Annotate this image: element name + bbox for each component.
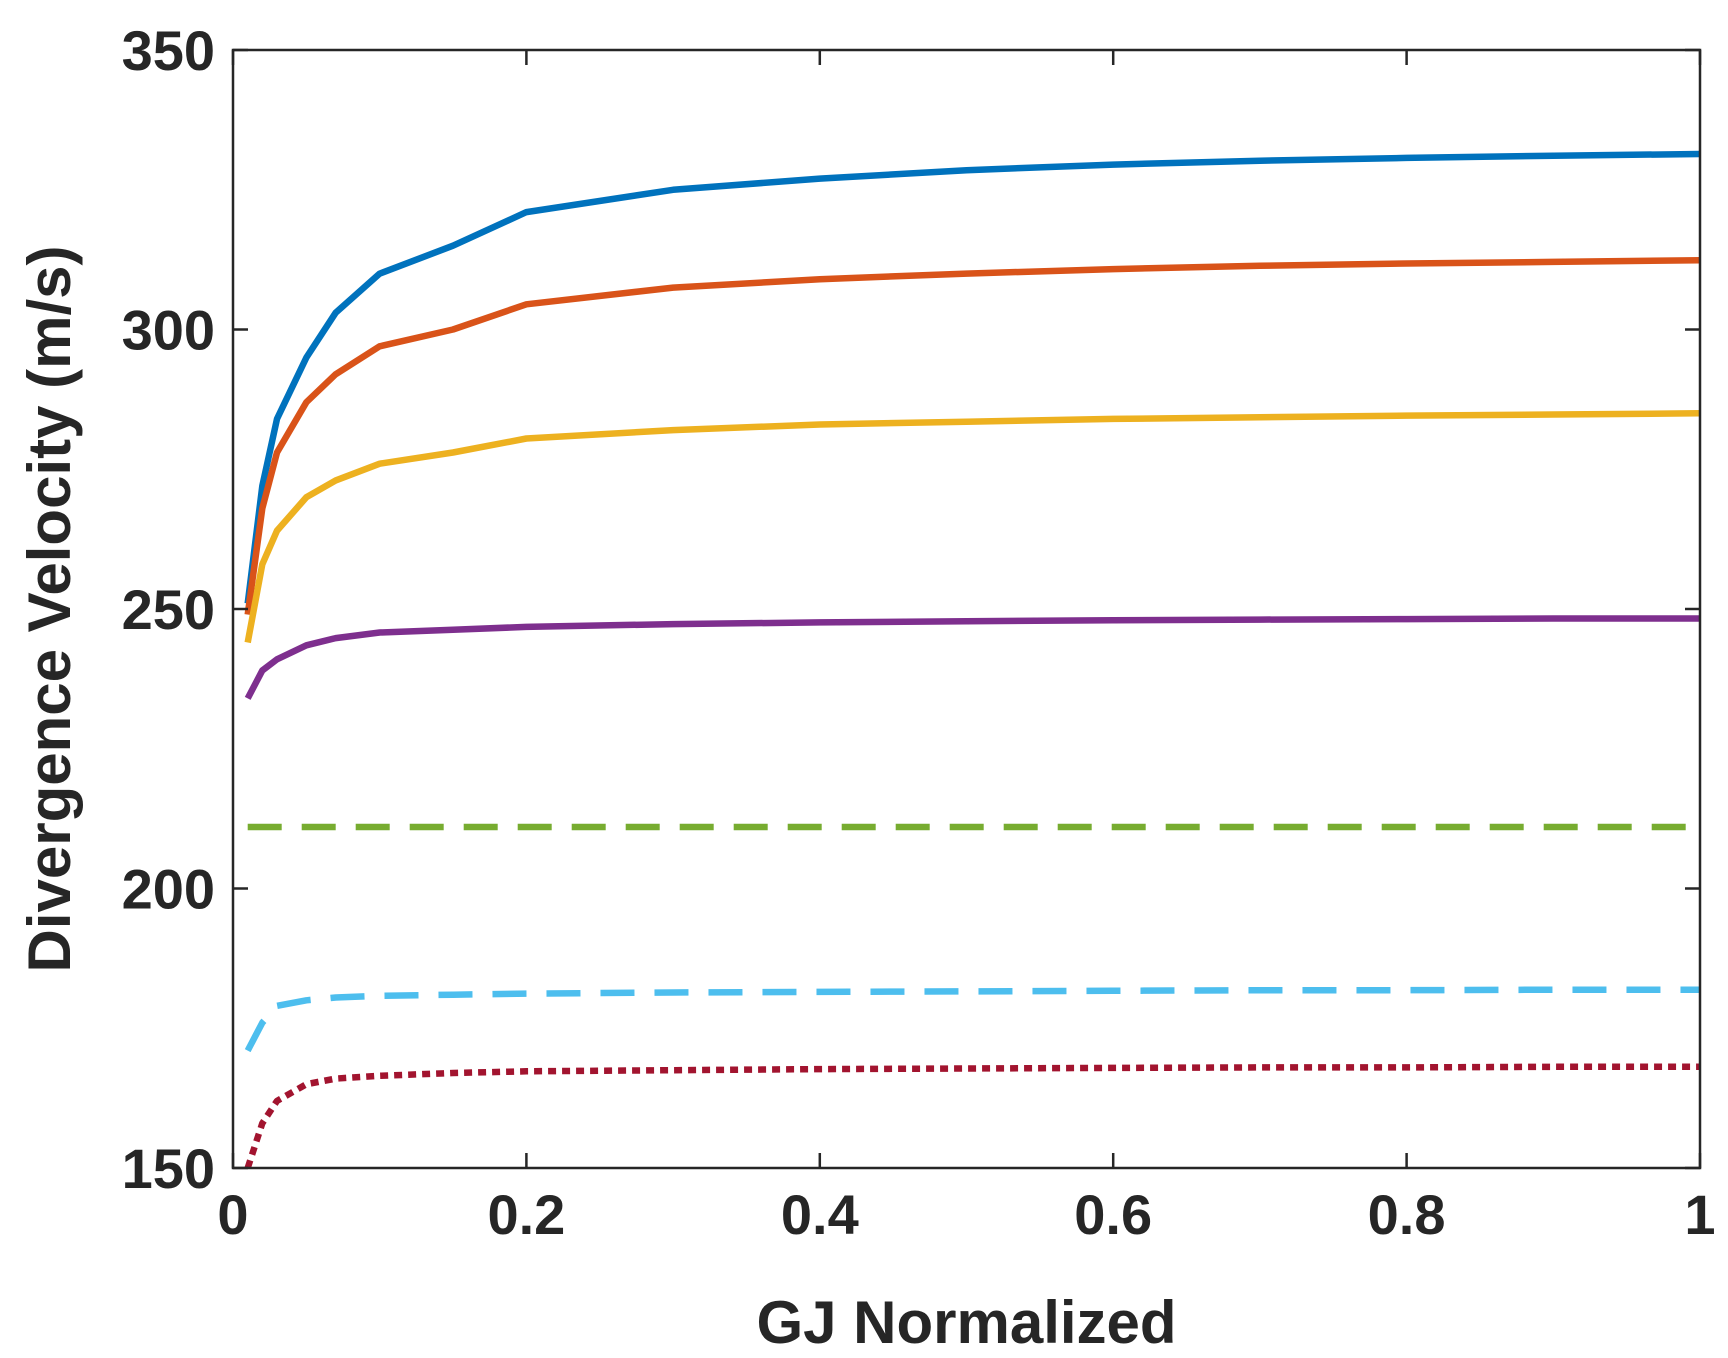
- y-tick-label: 150: [122, 1137, 215, 1200]
- series-line-1: [244, 150, 1700, 604]
- x-tick-label: 0.6: [1074, 1183, 1152, 1246]
- series-line-6: [244, 986, 1700, 1053]
- tick-layer: 0 0.2 0.4 0.6 0.8 1 150 200 250 300 350: [122, 19, 1716, 1246]
- x-tick-label: 1: [1684, 1183, 1715, 1246]
- series-layer: [244, 150, 1700, 1168]
- y-tick-label: 350: [122, 19, 215, 82]
- x-tick-label: 0: [217, 1183, 248, 1246]
- y-tick-label: 250: [122, 578, 215, 641]
- x-tick-label: 0.8: [1368, 1183, 1446, 1246]
- series-line-2: [244, 256, 1700, 616]
- series-line-4: [244, 615, 1700, 700]
- series-line-3: [244, 410, 1700, 644]
- x-axis-title: GJ Normalized: [756, 1289, 1176, 1356]
- y-tick-label: 200: [122, 858, 215, 921]
- y-axis-title: Divergence Velocity (m/s): [16, 246, 83, 973]
- y-tick-label: 300: [122, 299, 215, 362]
- x-tick-label: 0.4: [781, 1183, 859, 1246]
- series-line-7: [244, 1063, 1700, 1168]
- x-tick-label: 0.2: [487, 1183, 565, 1246]
